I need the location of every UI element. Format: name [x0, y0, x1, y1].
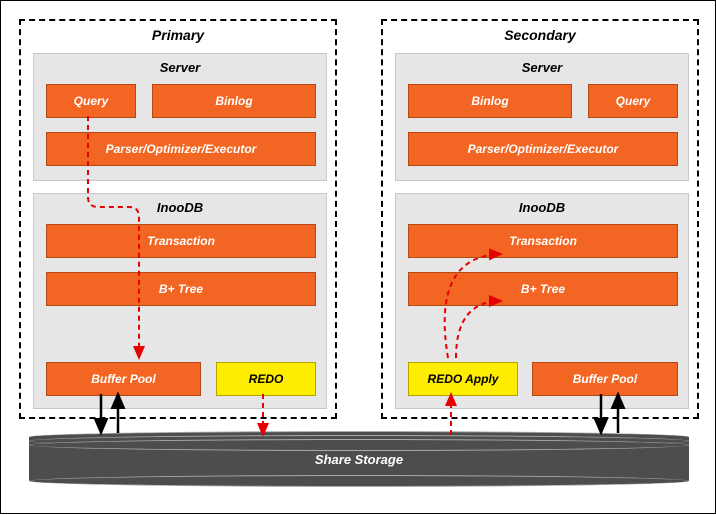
secondary-server-section: Server Binlog Query Parser/Optimizer/Exe…: [395, 53, 689, 181]
secondary-query-box: Query: [588, 84, 678, 118]
primary-redo-box: REDO: [216, 362, 316, 396]
secondary-server-title: Server: [396, 60, 688, 75]
secondary-inoodb-title: InooDB: [396, 200, 688, 215]
primary-inoodb-section: InooDB Transaction B+ Tree Buffer Pool R…: [33, 193, 327, 409]
secondary-inoodb-section: InooDB Transaction B+ Tree REDO Apply Bu…: [395, 193, 689, 409]
primary-btree-box: B+ Tree: [46, 272, 316, 306]
secondary-binlog-box: Binlog: [408, 84, 572, 118]
primary-query-box: Query: [46, 84, 136, 118]
secondary-redoapply-box: REDO Apply: [408, 362, 518, 396]
secondary-buffer-box: Buffer Pool: [532, 362, 678, 396]
storage-ring-3: [29, 439, 689, 451]
secondary-poe-box: Parser/Optimizer/Executor: [408, 132, 678, 166]
secondary-title: Secondary: [383, 27, 697, 43]
primary-inoodb-title: InooDB: [34, 200, 326, 215]
primary-poe-box: Parser/Optimizer/Executor: [46, 132, 316, 166]
secondary-transaction-box: Transaction: [408, 224, 678, 258]
secondary-btree-box: B+ Tree: [408, 272, 678, 306]
primary-transaction-box: Transaction: [46, 224, 316, 258]
primary-server-section: Server Query Binlog Parser/Optimizer/Exe…: [33, 53, 327, 181]
storage-label: Share Storage: [315, 452, 403, 467]
primary-buffer-box: Buffer Pool: [46, 362, 201, 396]
primary-server-title: Server: [34, 60, 326, 75]
storage-bottom-ring: [29, 475, 689, 487]
primary-node: Primary Server Query Binlog Parser/Optim…: [19, 19, 337, 419]
primary-binlog-box: Binlog: [152, 84, 316, 118]
secondary-node: Secondary Server Binlog Query Parser/Opt…: [381, 19, 699, 419]
primary-title: Primary: [21, 27, 335, 43]
